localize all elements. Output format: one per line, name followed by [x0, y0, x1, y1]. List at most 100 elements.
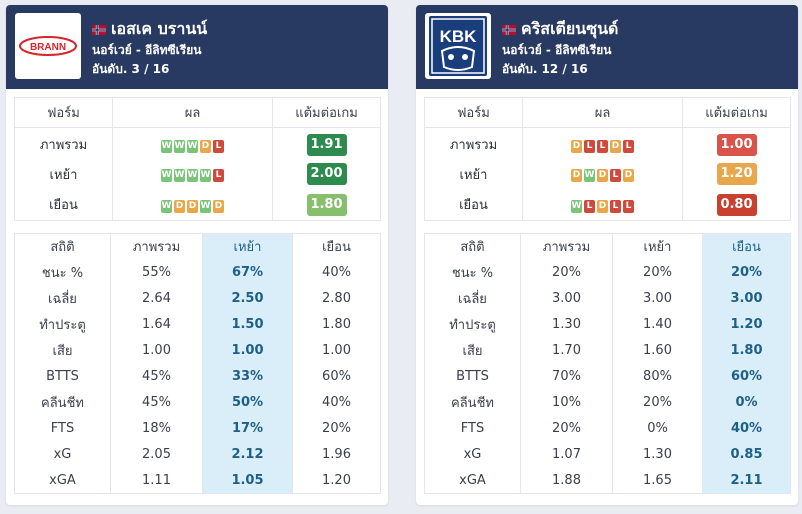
result-pill[interactable]: L [584, 139, 595, 153]
league-name[interactable]: นอร์เวย์ - อีลิทซีเรียน [92, 43, 202, 57]
stat-value: 45% [110, 363, 203, 390]
stats-row: ทำประตู 1.30 1.40 1.20 [424, 311, 791, 338]
form-header: ฟอร์ม [424, 97, 523, 128]
ppg-badge: 1.91 [306, 133, 347, 156]
stat-label: คลีนชีท [14, 389, 111, 416]
result-pill[interactable]: W [187, 169, 198, 182]
stat-label: ชนะ % [14, 259, 111, 286]
stat-value: 3.00 [520, 285, 613, 312]
result-pill[interactable]: W [187, 139, 198, 153]
stats-header[interactable]: เหย้า [612, 233, 703, 260]
stat-label: xGA [424, 467, 521, 494]
stats-header[interactable]: ภาพรวม [110, 233, 203, 260]
ppg-cell: 1.80 [272, 189, 381, 221]
stat-value: 33% [202, 363, 293, 390]
result-pill[interactable]: D [571, 139, 582, 153]
stats-row: ชนะ % 55% 67% 40% [14, 259, 381, 286]
stat-label: FTS [14, 415, 111, 442]
stat-label: คลีนชีท [424, 389, 521, 416]
result-pill[interactable]: W [161, 199, 172, 213]
ppg-cell: 2.00 [272, 158, 381, 190]
stat-value: 2.12 [202, 441, 293, 468]
stat-value: 18% [110, 415, 203, 442]
form-row-label: ภาพรวม [14, 127, 113, 159]
team-logo[interactable]: BRANN [15, 13, 81, 79]
result-pill[interactable]: W [200, 169, 211, 182]
stat-value: 1.00 [110, 337, 203, 364]
team-logo[interactable]: KBK [425, 13, 491, 79]
stats-header[interactable]: เยือน [292, 233, 381, 260]
stat-label: เฉลี่ย [14, 285, 111, 312]
result-pill[interactable]: D [174, 199, 185, 213]
ppg-badge: 0.80 [716, 193, 757, 216]
stat-value: 1.80 [292, 311, 381, 338]
stat-value: 1.88 [520, 467, 613, 494]
result-pill[interactable]: L [213, 169, 224, 182]
result-pill[interactable]: W [161, 169, 172, 182]
ppg-badge: 1.20 [716, 163, 757, 185]
league-name[interactable]: นอร์เวย์ - อีลิทซีเรียน [502, 43, 612, 57]
result-pill[interactable]: L [213, 139, 224, 153]
team-name[interactable]: เอสเค บรานน์ [111, 19, 208, 38]
result-pill[interactable]: L [623, 199, 634, 213]
result-pill[interactable]: W [200, 199, 211, 213]
ppg-cell: 0.80 [682, 189, 791, 221]
result-pill[interactable]: D [597, 199, 608, 213]
svg-text:BRANN: BRANN [30, 42, 66, 53]
kbk-logo-icon: KBK [429, 16, 487, 76]
form-row-label: เยือน [14, 189, 113, 221]
result-pill[interactable]: W [174, 169, 185, 182]
team-name[interactable]: คริสเตียนซุนด์ [521, 19, 619, 38]
stat-value: 80% [612, 363, 703, 390]
stat-value: 1.96 [292, 441, 381, 468]
svg-text:KBK: KBK [440, 27, 478, 46]
form-table: ฟอร์ม ผล แต้มต่อเกม ภาพรวม D L L D L 1.00 เหย้า… [424, 97, 791, 221]
stat-value: 40% [292, 389, 381, 416]
result-pill[interactable]: L [597, 139, 608, 153]
stat-value: 20% [520, 415, 613, 442]
stat-label: xG [14, 441, 111, 468]
stats-header[interactable]: ภาพรวม [520, 233, 613, 260]
result-pill[interactable]: D [597, 169, 608, 182]
result-pill[interactable]: D [187, 199, 198, 213]
result-pill[interactable]: D [610, 139, 621, 153]
result-pill[interactable]: L [610, 199, 621, 213]
result-pill[interactable]: D [213, 199, 224, 213]
result-pill[interactable]: D [200, 139, 211, 153]
stat-label: ชนะ % [424, 259, 521, 286]
stat-value: 1.40 [612, 311, 703, 338]
result-pill[interactable]: W [161, 139, 172, 153]
league-rank: อันดับ. 12 / 16 [502, 62, 588, 76]
result-pill[interactable]: W [584, 169, 595, 182]
stat-value: 2.50 [202, 285, 293, 312]
stat-value: 1.30 [612, 441, 703, 468]
stat-value: 3.00 [702, 285, 791, 312]
result-pill[interactable]: D [623, 169, 634, 182]
result-pill[interactable]: L [584, 199, 595, 213]
ppg-badge: 1.80 [306, 193, 347, 216]
stat-value: 20% [612, 259, 703, 286]
team-card-left: BRANN เอสเค บรานน์ นอร์เวย์ - อีลิทซีเรี… [6, 5, 388, 505]
stats-header[interactable]: เหย้า [202, 233, 293, 260]
stat-value: 1.50 [202, 311, 293, 338]
team-header: KBK คริสเตียนซุนด์ นอร์เวย์ - อีลิทซีเรี… [416, 5, 798, 89]
form-row-label: เหย้า [424, 158, 523, 190]
result-pill[interactable]: D [571, 169, 582, 182]
stat-value: 40% [292, 259, 381, 286]
form-table: ฟอร์ม ผล แต้มต่อเกม ภาพรวม W W W D L 1.91 เหย้า… [14, 97, 381, 221]
result-pill[interactable]: L [623, 139, 634, 153]
stats-header[interactable]: เยือน [702, 233, 791, 260]
result-pill[interactable]: L [610, 169, 621, 182]
result-pill[interactable]: W [174, 139, 185, 153]
stat-value: 1.07 [520, 441, 613, 468]
result-pill[interactable]: W [571, 199, 582, 213]
brann-logo-icon: BRANN [19, 36, 77, 56]
stat-value: 1.80 [702, 337, 791, 364]
